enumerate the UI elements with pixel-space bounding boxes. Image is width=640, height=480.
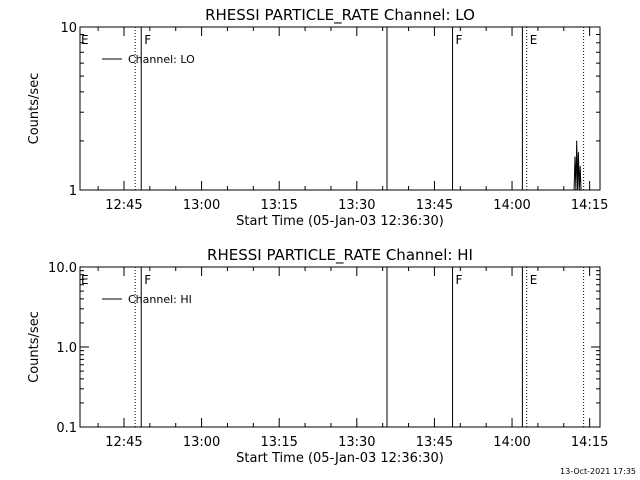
- x-tick-label-13-15: 13:15: [260, 198, 297, 213]
- chart-panels: RHESSI PARTICLE_RATE Channel: LO 1 10 Count…: [27, 6, 608, 466]
- legend-entry-label: Channel: HI: [128, 293, 192, 306]
- event-flag-f: F: [144, 273, 151, 287]
- edge-flag-e: E: [81, 273, 89, 287]
- y-tick-label-0-1: 0.1: [56, 421, 77, 436]
- data-point: [579, 165, 581, 167]
- legend-entry-label: Channel: LO: [128, 53, 195, 66]
- x-tick-label-14-00: 14:00: [493, 198, 530, 213]
- y-tick-label-10-0: 10.0: [48, 261, 77, 276]
- x-tick-label-14-15: 14:15: [571, 435, 608, 450]
- x-tick-label-13-00: 13:00: [183, 435, 220, 450]
- x-tick-label-13-45: 13:45: [416, 198, 453, 213]
- event-flag-e: E: [530, 273, 538, 287]
- x-tick-label-14-00: 14:00: [493, 435, 530, 450]
- x-tick-label-13-00: 13:00: [183, 198, 220, 213]
- chart-panel-2: RHESSI PARTICLE_RATE Channel: HI 0.1 1.0 10…: [27, 246, 608, 466]
- data-point: [578, 152, 579, 153]
- footer-timestamp: 13-Oct-2021 17:35: [560, 467, 636, 476]
- x-tick-label-12-45: 12:45: [105, 198, 142, 213]
- data-point: [575, 189, 577, 191]
- event-flag-f: F: [144, 33, 151, 47]
- y-tick-label-10: 10: [60, 21, 77, 36]
- x-tick-label-13-15: 13:15: [260, 435, 297, 450]
- x-axis-label: Start Time (05-Jan-03 12:36:30): [236, 451, 444, 466]
- data-point: [573, 189, 575, 191]
- data-point: [578, 189, 580, 191]
- x-tick-label-13-30: 13:30: [338, 198, 375, 213]
- edge-flag-e: E: [81, 33, 89, 47]
- y-axis-label: Counts/sec: [27, 73, 42, 145]
- y-tick-label-1: 1: [69, 184, 77, 199]
- plot-frame: [79, 26, 601, 191]
- x-tick-label-12-45: 12:45: [105, 435, 142, 450]
- x-tick-label-13-45: 13:45: [416, 435, 453, 450]
- data-point: [574, 156, 576, 158]
- event-flag-f: F: [456, 33, 463, 47]
- legend: Channel: LO: [102, 53, 195, 66]
- chart-title: RHESSI PARTICLE_RATE Channel: LO: [205, 6, 475, 25]
- event-flag-f: F: [456, 273, 463, 287]
- x-tick-label-13-30: 13:30: [338, 435, 375, 450]
- event-flag-e: E: [530, 33, 538, 47]
- chart-title: RHESSI PARTICLE_RATE Channel: HI: [207, 246, 473, 265]
- legend: Channel: HI: [102, 293, 192, 306]
- x-tick-label-14-15: 14:15: [571, 198, 608, 213]
- data-point: [580, 189, 582, 191]
- data-point: [576, 140, 578, 142]
- data-point: [577, 189, 578, 191]
- y-axis-label: Counts/sec: [27, 311, 42, 383]
- chart-panel-1: RHESSI PARTICLE_RATE Channel: LO 1 10 Count…: [27, 6, 608, 229]
- x-axis-label: Start Time (05-Jan-03 12:36:30): [236, 214, 444, 229]
- y-tick-label-1-0: 1.0: [56, 341, 77, 356]
